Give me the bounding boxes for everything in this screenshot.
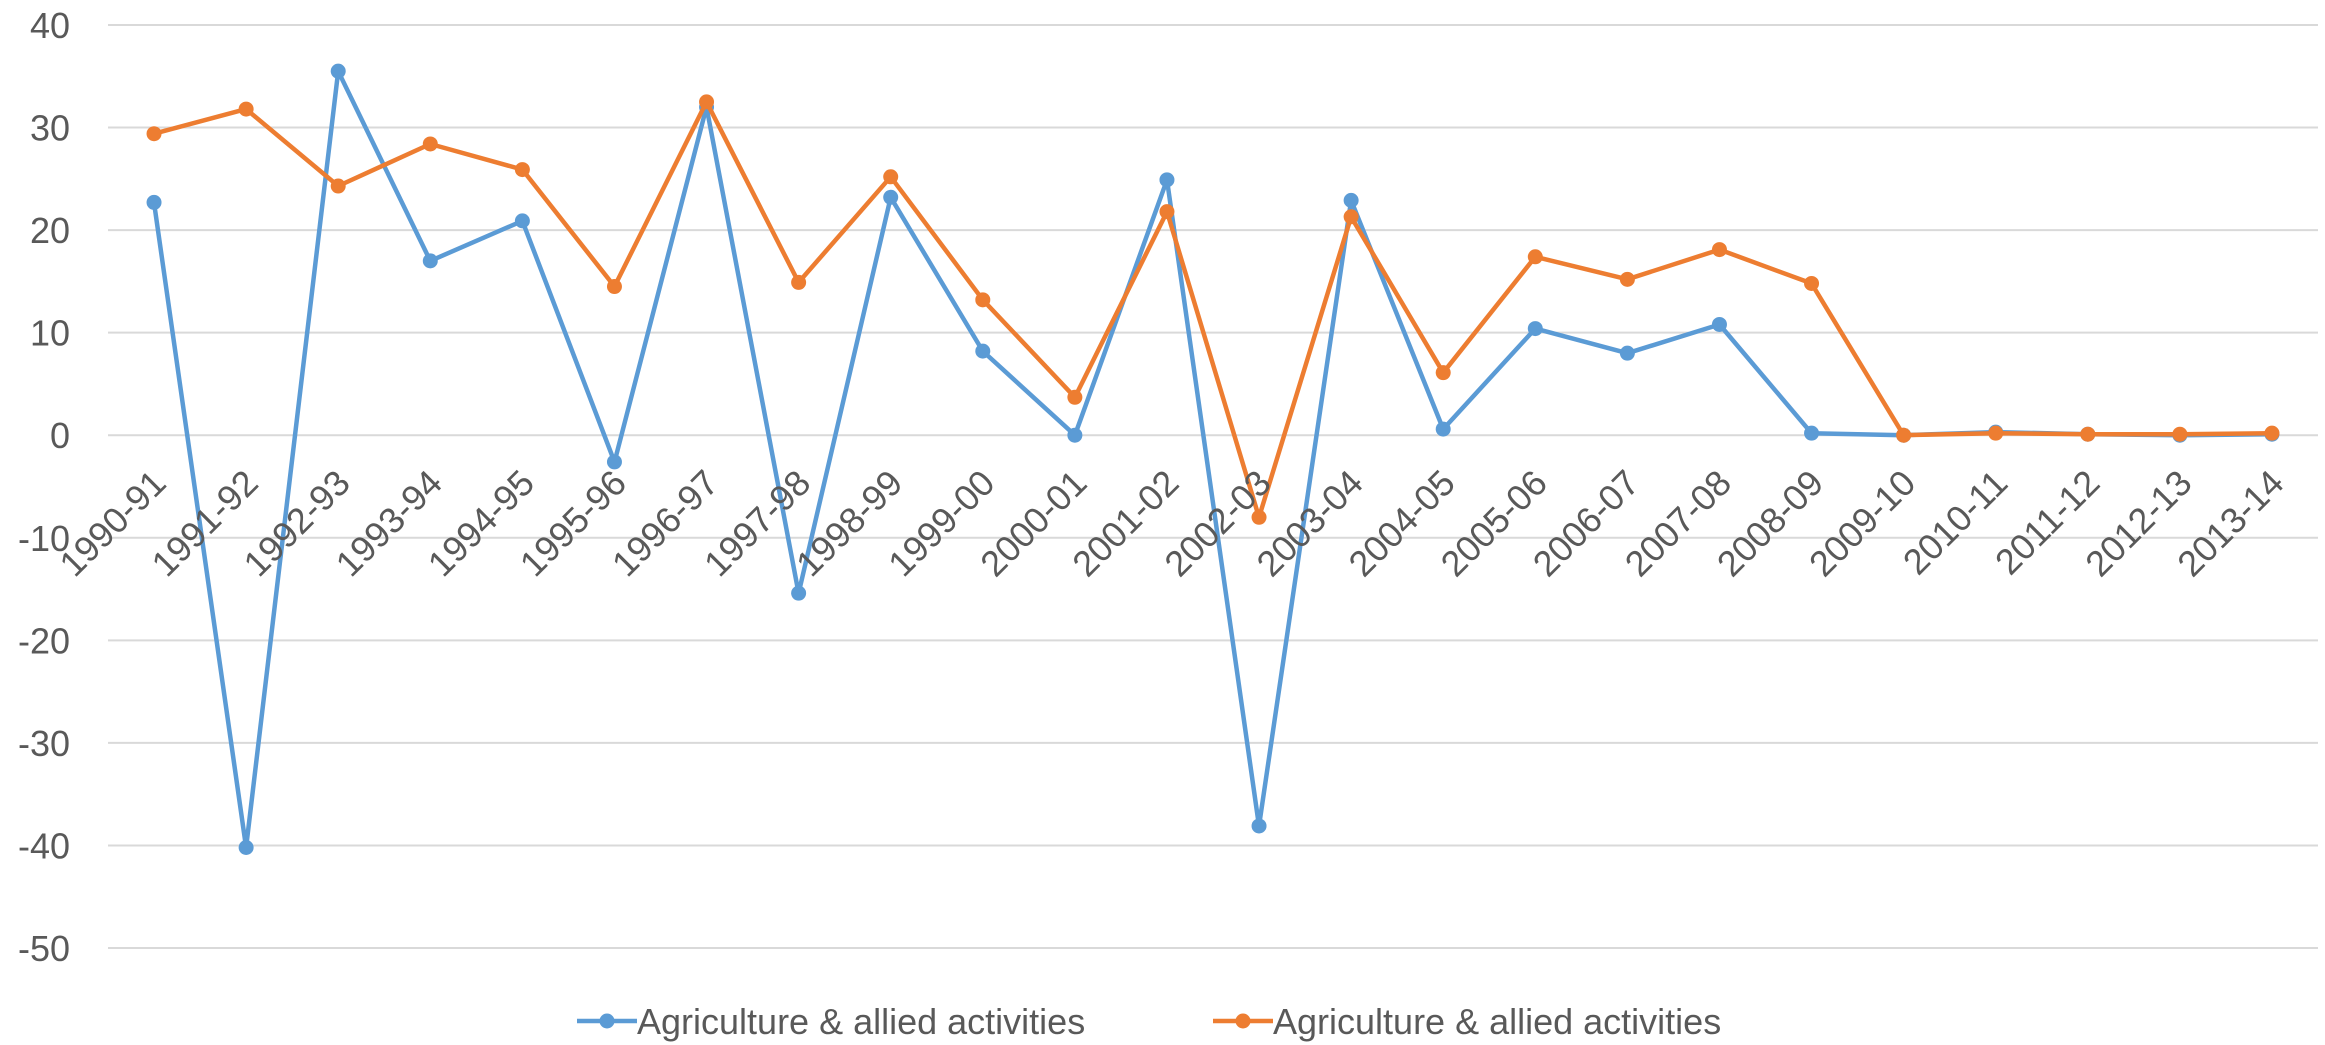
data-point [1988,425,2004,441]
series-line-2 [153,99,2273,520]
data-point [422,136,438,152]
x-axis-ticks: 1990-911991-921992-931993-941994-951995-… [51,462,2291,584]
data-point [1804,425,1820,441]
data-point [238,839,254,855]
data-point [1067,427,1083,443]
data-point [1159,172,1175,188]
data-point [1343,192,1359,208]
data-point [606,279,622,295]
data-point [1527,249,1543,265]
y-tick-label: -10 [18,518,70,559]
data-point [330,63,346,79]
data-point [2264,425,2280,441]
data-point [330,178,346,194]
data-point [1251,818,1267,834]
data-point [883,169,899,185]
data-point [883,189,899,205]
data-point [1804,275,1820,291]
data-point [1159,204,1175,220]
y-tick-label: 20 [30,210,70,251]
data-point [146,194,162,210]
series-line-1 [151,68,2273,850]
data-point [514,162,530,178]
data-point [1343,209,1359,225]
data-point [1619,345,1635,361]
data-point [606,454,622,470]
legend-swatch-marker [1235,1013,1251,1029]
data-point [699,94,715,110]
data-point [1527,321,1543,337]
series-lines [146,63,2280,855]
data-point [791,274,807,290]
data-point [1435,365,1451,381]
data-point [975,343,991,359]
legend: Agriculture & allied activities Agricultu… [577,1001,1721,1042]
data-point [791,585,807,601]
data-point [1435,421,1451,437]
legend-label: Agriculture & allied activities [637,1001,1085,1042]
data-point [422,253,438,269]
gridlines [108,24,2318,949]
y-tick-label: -50 [18,928,70,969]
data-point [1251,509,1267,525]
data-point [238,101,254,117]
y-tick-label: 40 [30,5,70,46]
y-tick-label: -30 [18,723,70,764]
data-point [1896,427,1912,443]
legend-swatch-marker [599,1013,615,1029]
y-tick-label: -40 [18,825,70,866]
data-point [1067,389,1083,405]
y-tick-label: 10 [30,313,70,354]
data-point [1619,271,1635,287]
y-tick-label: -20 [18,620,70,661]
data-point [1711,316,1727,332]
y-tick-label: 30 [30,108,70,149]
data-point [1711,242,1727,258]
legend-label: Agriculture & allied activities [1273,1001,1721,1042]
y-axis-ticks: 40 30 20 10 0 -10 -20 -30 -40 -50 [18,5,70,969]
data-point [2080,426,2096,442]
data-point [146,126,162,142]
data-point [514,213,530,229]
data-point [975,292,991,308]
y-tick-label: 0 [50,415,70,456]
data-point [2172,426,2188,442]
